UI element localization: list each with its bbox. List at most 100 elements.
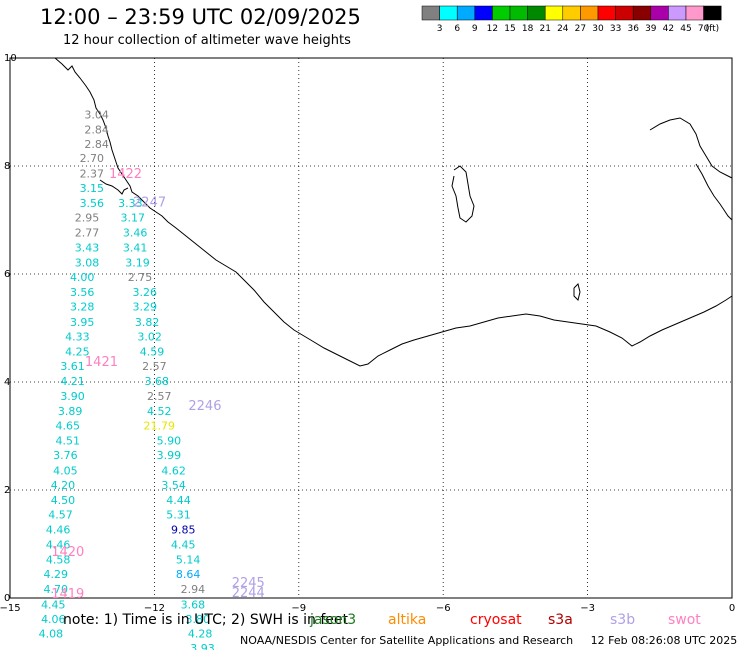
track-time-label: 1420 bbox=[51, 545, 84, 560]
map-subtitle: 12 hour collection of altimeter wave hei… bbox=[63, 33, 351, 48]
legend-label: 6 bbox=[454, 24, 460, 34]
mission-jason3: jason3 bbox=[310, 612, 357, 628]
wave-height-label: 3.15 bbox=[80, 182, 105, 195]
wave-height-label: 3.04 bbox=[84, 108, 109, 121]
y-tick-label: 8 bbox=[4, 161, 10, 172]
mission-cryosat: cryosat bbox=[470, 612, 522, 628]
legend-swatch bbox=[615, 5, 634, 21]
legend-label: 27 bbox=[575, 24, 586, 34]
wave-height-label: 4.29 bbox=[43, 568, 68, 581]
legend-swatch bbox=[492, 5, 511, 21]
wave-height-label: 3.93 bbox=[190, 642, 215, 650]
legend-swatch bbox=[439, 5, 458, 21]
wave-height-label: 4.05 bbox=[53, 464, 78, 477]
wave-height-label: 3.95 bbox=[70, 316, 95, 329]
wave-height-label: 3.41 bbox=[123, 241, 148, 254]
wave-height-label: 4.20 bbox=[51, 479, 76, 492]
wave-height-label: 4.33 bbox=[65, 330, 90, 343]
wave-height-label: 4.45 bbox=[171, 538, 196, 551]
wave-height-label: 3.90 bbox=[60, 390, 85, 403]
mission-altika: altika bbox=[388, 612, 427, 628]
legend-swatch bbox=[544, 5, 564, 21]
wave-height-label: 2.70 bbox=[80, 152, 105, 165]
y-tick-label: 0 bbox=[4, 593, 10, 604]
wave-height-label: 3.56 bbox=[80, 197, 105, 210]
wave-height-label: 2.84 bbox=[84, 138, 109, 151]
legend-swatch bbox=[474, 5, 493, 21]
wave-height-label: 4.45 bbox=[41, 598, 66, 611]
wave-height-label: 4.52 bbox=[147, 405, 172, 418]
wave-height-label: 3.19 bbox=[125, 256, 150, 269]
legend-swatch bbox=[668, 5, 687, 21]
wave-height-label: 2.95 bbox=[75, 212, 100, 225]
coastline-east bbox=[695, 163, 733, 221]
legend-label: 15 bbox=[504, 24, 515, 34]
track-time-label: 1422 bbox=[109, 167, 142, 182]
wave-height-label: 21.79 bbox=[143, 420, 175, 433]
legend-label: 39 bbox=[645, 24, 657, 34]
legend-swatch bbox=[527, 5, 546, 21]
y-tick-label: 2 bbox=[4, 485, 10, 496]
x-tick-label: −12 bbox=[144, 603, 165, 614]
wave-height-label: 2.75 bbox=[128, 271, 153, 284]
track-time-label: 2246 bbox=[188, 399, 221, 414]
mission-swot: swot bbox=[668, 612, 701, 628]
legend-swatch bbox=[456, 5, 476, 21]
wave-height-label: 3.82 bbox=[135, 316, 160, 329]
wave-height-label: 3.68 bbox=[181, 598, 206, 611]
wave-height-label: 4.08 bbox=[39, 627, 64, 640]
wave-height-label: 4.51 bbox=[56, 435, 81, 448]
wave-height-label: 3.02 bbox=[137, 330, 162, 343]
map-frame bbox=[9, 57, 733, 599]
wave-height-label: 4.70 bbox=[43, 583, 68, 596]
y-tick-label: 6 bbox=[4, 269, 10, 280]
wave-height-label: 8.64 bbox=[176, 568, 201, 581]
color-legend: 3 6 9 12 15 18 21 24 27 30 33 36 39 42 45 70(ft) bbox=[421, 5, 722, 34]
track-time-label: 2247 bbox=[133, 196, 166, 211]
track-time-label: 2245 bbox=[232, 576, 265, 591]
wave-height-label: 3.26 bbox=[133, 286, 158, 299]
legend-swatch bbox=[685, 5, 704, 21]
island-sao-tome bbox=[573, 283, 581, 301]
y-tick-label: 4 bbox=[4, 377, 10, 388]
x-tick-label: −9 bbox=[291, 603, 306, 614]
wave-height-label: 2.94 bbox=[181, 583, 206, 596]
legend-label: 70 bbox=[698, 24, 710, 34]
wave-height-label: 3.80 bbox=[185, 613, 210, 626]
wave-height-label: 4.00 bbox=[70, 271, 95, 284]
units-note: note: 1) Time is in UTC; 2) SWH is in fe… bbox=[63, 612, 349, 628]
wave-height-label: 3.68 bbox=[145, 375, 170, 388]
wave-height-label: 3.28 bbox=[70, 301, 95, 314]
wave-height-label: 4.57 bbox=[48, 509, 73, 522]
legend-unit: (ft) bbox=[706, 24, 720, 34]
wave-height-label: 9.85 bbox=[171, 524, 196, 537]
x-tick-label: −6 bbox=[436, 603, 451, 614]
axis-tick-labels: −15 −12 −9 −6 −3 0 10 8 6 4 2 0 bbox=[0, 53, 735, 614]
coastline-northeast bbox=[649, 117, 733, 179]
wave-height-label: 5.14 bbox=[176, 553, 201, 566]
track-time-label: 1421 bbox=[85, 355, 118, 370]
wave-height-label: 4.46 bbox=[46, 538, 71, 551]
wave-height-label: 3.99 bbox=[157, 449, 182, 462]
coastline-fragment-guinea bbox=[99, 179, 129, 195]
legend-swatch bbox=[632, 5, 652, 21]
wave-height-label: 3.46 bbox=[123, 227, 148, 240]
wave-height-label: 5.90 bbox=[157, 435, 182, 448]
wave-height-label: 4.06 bbox=[41, 613, 66, 626]
legend-label: 12 bbox=[487, 24, 498, 34]
wave-height-label: 4.25 bbox=[65, 346, 90, 359]
gridlines bbox=[9, 57, 733, 599]
wave-height-label: 4.46 bbox=[46, 524, 71, 537]
wave-height-label: 3.76 bbox=[53, 449, 78, 462]
wave-height-label: 2.77 bbox=[75, 227, 100, 240]
legend-label: 21 bbox=[539, 24, 550, 34]
legend-label: 30 bbox=[592, 24, 604, 34]
bioko-island bbox=[451, 165, 475, 223]
legend-swatch bbox=[597, 5, 616, 21]
wave-height-label: 3.54 bbox=[161, 479, 186, 492]
wave-height-label: 3.08 bbox=[75, 256, 100, 269]
wave-height-labels: 3.042.842.842.702.373.153.562.952.773.43… bbox=[39, 108, 215, 650]
legend-swatch bbox=[703, 5, 722, 21]
legend-swatch bbox=[650, 5, 669, 21]
